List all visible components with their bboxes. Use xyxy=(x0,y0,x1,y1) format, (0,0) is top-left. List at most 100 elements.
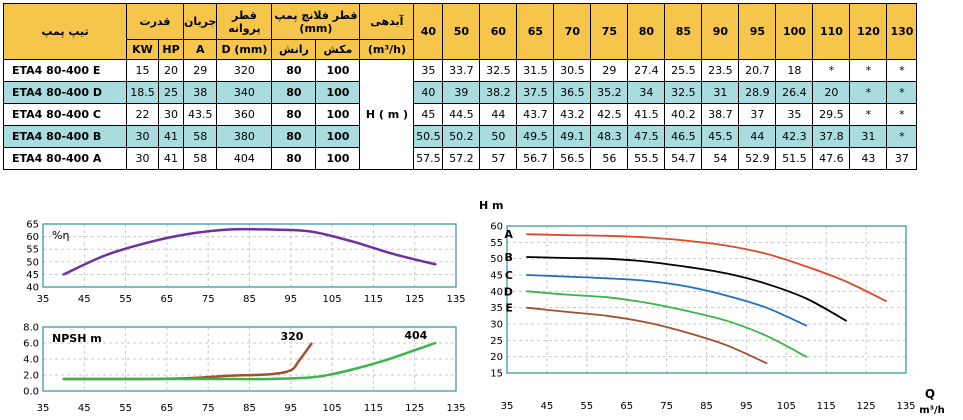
head-cell: 31.5 xyxy=(516,59,555,82)
series-line xyxy=(526,233,887,302)
head-cell: * xyxy=(849,81,888,104)
header-flow-value: 40 xyxy=(413,3,444,60)
current-cell: 43.5 xyxy=(182,103,218,126)
head-cell: 25.5 xyxy=(664,59,703,82)
series-line xyxy=(62,227,437,276)
series-label: D xyxy=(504,285,513,298)
head-cell: 45.5 xyxy=(701,125,740,148)
x-tick-label: 115 xyxy=(817,401,836,412)
head-cell: 47.5 xyxy=(627,125,666,148)
discharge-cell: 80 xyxy=(271,125,317,148)
x-tick-label: 65 xyxy=(161,403,174,414)
suction-cell: 100 xyxy=(315,103,361,126)
head-cell: 29 xyxy=(590,59,629,82)
x-tick-label: 55 xyxy=(580,401,593,412)
kw-cell: 30 xyxy=(126,125,159,148)
head-cell: 29.5 xyxy=(812,103,851,126)
head-flow-chart: 35 45 55 65 75 85 95 105 115 125 135 15 20 25 30 35 40 45… xyxy=(479,199,945,416)
header-flow-value: 75 xyxy=(590,3,629,60)
series-label: 320 xyxy=(280,330,303,343)
kw-cell: 22 xyxy=(126,103,159,126)
model-cell: ETA4 80-400 D xyxy=(3,81,127,104)
suction-cell: 100 xyxy=(315,125,361,148)
model-cell: ETA4 80-400 C xyxy=(3,103,127,126)
header-amp: A xyxy=(182,39,218,60)
suction-cell: 100 xyxy=(315,81,361,104)
performance-table: تیپ پمپ قدرت جریان قطر پروانه قطر فلانچ … xyxy=(3,3,918,170)
current-cell: 38 xyxy=(182,81,218,104)
plot-area xyxy=(506,225,907,374)
x-tick-label: 95 xyxy=(740,401,753,412)
head-cell: 27.4 xyxy=(627,59,666,82)
head-cell: 55.5 xyxy=(627,147,666,170)
head-cell: 54.7 xyxy=(664,147,703,170)
series-label: C xyxy=(505,269,513,282)
header-flange-diameter: قطر فلانچ پمپ (mm) xyxy=(271,3,361,40)
head-cell: 42.5 xyxy=(590,103,629,126)
x-tick-label: 135 xyxy=(446,294,465,302)
x-tick-label: 85 xyxy=(243,403,256,414)
series-line xyxy=(526,290,808,358)
x-tick-label: 85 xyxy=(700,401,713,412)
current-cell: 58 xyxy=(182,125,218,148)
head-cell: 50.5 xyxy=(413,125,444,148)
head-cell: * xyxy=(849,59,888,82)
y-tick-label: 30 xyxy=(490,320,503,331)
header-flow: آبدهی xyxy=(359,3,415,40)
head-cell: 28.9 xyxy=(738,81,777,104)
y-tick-label: 55 xyxy=(490,238,503,249)
kw-cell: 18.5 xyxy=(126,81,159,104)
x-tick-label: 115 xyxy=(364,403,383,414)
y-tick-label: 50 xyxy=(26,257,39,268)
head-cell: * xyxy=(812,59,851,82)
impeller-dia-cell: 404 xyxy=(216,147,273,170)
head-cell: * xyxy=(849,103,888,126)
x-tick-label: 45 xyxy=(78,294,91,302)
hp-cell: 41 xyxy=(158,125,184,148)
head-cell: 31 xyxy=(701,81,740,104)
head-cell: * xyxy=(886,103,918,126)
series-line xyxy=(526,256,847,322)
head-cell: 54 xyxy=(701,147,740,170)
discharge-cell: 80 xyxy=(271,59,317,82)
head-cell: 45 xyxy=(413,103,444,126)
discharge-cell: 80 xyxy=(271,81,317,104)
head-cell: 42.3 xyxy=(775,125,814,148)
y-tick-label: 4.0 xyxy=(23,355,39,366)
x-tick-label: 95 xyxy=(284,294,297,302)
chart-label: %η xyxy=(52,229,69,242)
head-cell: 49.1 xyxy=(553,125,592,148)
header-flow-value: 95 xyxy=(738,3,777,60)
x-tick-label: 45 xyxy=(541,401,554,412)
head-cell: 44 xyxy=(738,125,777,148)
head-cell: 35 xyxy=(413,59,444,82)
x-tick-label: 75 xyxy=(660,401,673,412)
x-tick-label: 135 xyxy=(446,403,465,414)
table-row: ETA4 80-400 D 18.5 25 38 340 80 100 40 39 38.2 37.… xyxy=(3,81,918,104)
head-cell: 51.5 xyxy=(775,147,814,170)
model-cell: ETA4 80-400 A xyxy=(3,147,127,170)
head-cell: 52.9 xyxy=(738,147,777,170)
plot-frame xyxy=(42,326,457,392)
x-tick-label: 125 xyxy=(857,401,876,412)
head-cell: 57.5 xyxy=(413,147,444,170)
series-label: A xyxy=(504,228,513,241)
impeller-dia-cell: 320 xyxy=(216,59,273,82)
discharge-cell: 80 xyxy=(271,147,317,170)
table-row: ETA4 80-400 C 22 30 43.5 360 80 100 45 44.5 44 43.… xyxy=(3,103,918,126)
header-kw: KW xyxy=(126,39,159,60)
head-cell: 34 xyxy=(627,81,666,104)
header-flow-value: 50 xyxy=(442,3,481,60)
y-tick-label: 50 xyxy=(490,254,503,265)
impeller-dia-cell: 360 xyxy=(216,103,273,126)
head-cell: 33.7 xyxy=(442,59,481,82)
y-tick-label: 40 xyxy=(26,283,39,294)
x-tick-label: 65 xyxy=(620,401,633,412)
x-tick-label: 95 xyxy=(284,403,297,414)
header-flow-unit: (m³/h) xyxy=(359,39,415,60)
x-tick-label: 35 xyxy=(37,403,50,414)
head-cell: 36.5 xyxy=(553,81,592,104)
header-power: قدرت xyxy=(126,3,184,40)
x-axis-unit: m³/h xyxy=(919,405,945,416)
x-tick-label: 125 xyxy=(405,294,424,302)
